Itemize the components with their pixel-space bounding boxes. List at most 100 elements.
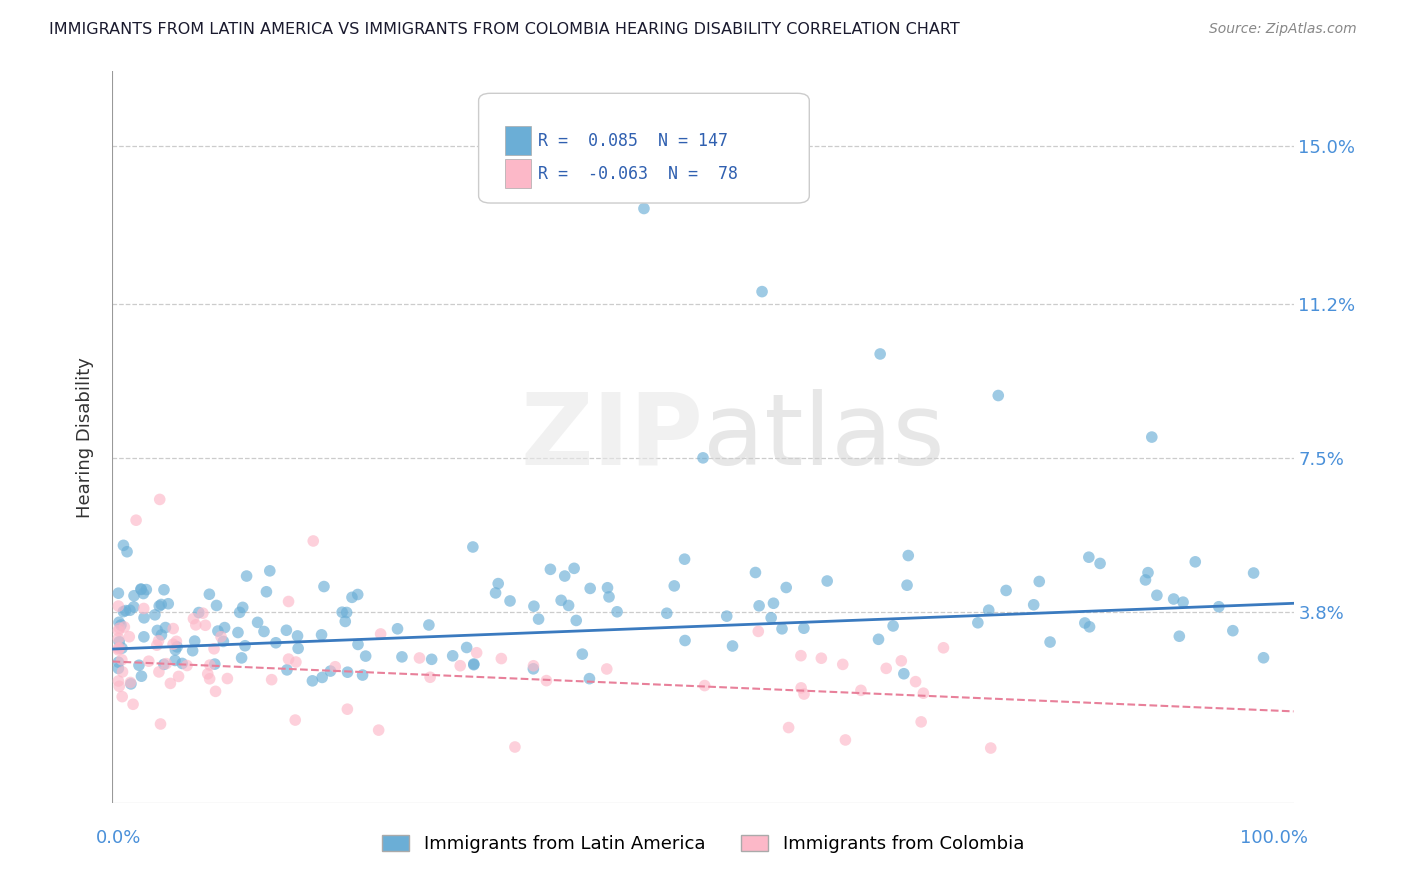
Point — [335, 615, 357, 629]
Point — [538, 562, 561, 576]
Point — [1039, 635, 1062, 649]
Point — [1088, 557, 1111, 571]
Point — [277, 594, 299, 608]
Point — [253, 624, 276, 639]
Point — [107, 655, 129, 669]
Point — [882, 619, 904, 633]
Point — [202, 641, 225, 656]
Point — [1137, 566, 1160, 580]
Point — [893, 666, 915, 681]
Point — [129, 582, 152, 596]
Point — [896, 578, 918, 592]
Point — [673, 552, 696, 566]
Point — [246, 615, 269, 630]
Point — [159, 676, 181, 690]
Point — [120, 677, 142, 691]
Point — [107, 586, 129, 600]
Point — [834, 733, 856, 747]
Point — [748, 599, 770, 613]
Point — [1168, 629, 1191, 643]
Point — [910, 714, 932, 729]
Point — [149, 717, 172, 731]
Text: Source: ZipAtlas.com: Source: ZipAtlas.com — [1209, 22, 1357, 37]
Point — [122, 589, 145, 603]
Point — [484, 586, 506, 600]
Point — [231, 651, 253, 665]
Point — [387, 622, 409, 636]
Point — [107, 643, 129, 657]
Point — [536, 673, 558, 688]
Point — [129, 582, 152, 597]
Point — [108, 679, 131, 693]
Point — [276, 663, 298, 677]
Point — [1163, 592, 1185, 607]
Point — [176, 658, 198, 673]
Point — [284, 655, 307, 669]
Point — [153, 582, 176, 597]
Point — [499, 594, 522, 608]
Point — [354, 649, 377, 664]
Point — [235, 569, 257, 583]
Point — [465, 646, 488, 660]
Point — [128, 658, 150, 673]
Point — [747, 624, 769, 639]
Point — [276, 624, 298, 638]
Point — [122, 599, 145, 614]
Point — [122, 698, 145, 712]
Point — [163, 653, 186, 667]
Point — [904, 674, 927, 689]
Point — [571, 647, 593, 661]
Point — [232, 600, 254, 615]
Text: 100.0%: 100.0% — [1240, 830, 1308, 847]
Point — [875, 661, 897, 675]
Point — [183, 612, 205, 626]
Legend: Immigrants from Latin America, Immigrants from Colombia: Immigrants from Latin America, Immigrant… — [375, 828, 1031, 861]
Point — [330, 605, 353, 619]
Point — [721, 639, 744, 653]
Point — [1171, 595, 1194, 609]
Point — [149, 492, 172, 507]
Point — [692, 450, 714, 465]
Point — [370, 627, 392, 641]
Point — [155, 621, 177, 635]
Point — [554, 569, 576, 583]
Point — [108, 621, 131, 635]
Point — [228, 605, 250, 619]
Point — [157, 597, 180, 611]
Point — [655, 606, 678, 620]
Point — [125, 513, 148, 527]
Point — [762, 596, 785, 610]
Point — [205, 599, 228, 613]
Point — [207, 624, 229, 638]
Point — [148, 665, 170, 679]
Point — [198, 672, 221, 686]
Point — [146, 624, 169, 638]
Point — [995, 583, 1018, 598]
Point — [1208, 599, 1230, 614]
Point — [562, 561, 585, 575]
Point — [107, 641, 129, 656]
Point — [132, 630, 155, 644]
Point — [815, 574, 838, 588]
Point — [150, 598, 173, 612]
Point — [346, 587, 368, 601]
Point — [598, 590, 620, 604]
Point — [897, 549, 920, 563]
Point — [114, 604, 136, 618]
Text: ZIP: ZIP — [520, 389, 703, 485]
Point — [111, 641, 134, 656]
Point — [751, 285, 773, 299]
Point — [1078, 620, 1101, 634]
Point — [204, 657, 226, 671]
Point — [120, 675, 142, 690]
Point — [277, 652, 299, 666]
Point — [932, 640, 955, 655]
Point — [212, 634, 235, 648]
Point — [441, 648, 464, 663]
Point — [336, 665, 359, 680]
Point — [214, 621, 236, 635]
Point — [112, 538, 135, 552]
Point — [352, 668, 374, 682]
Point — [287, 629, 309, 643]
Point — [1146, 588, 1168, 602]
